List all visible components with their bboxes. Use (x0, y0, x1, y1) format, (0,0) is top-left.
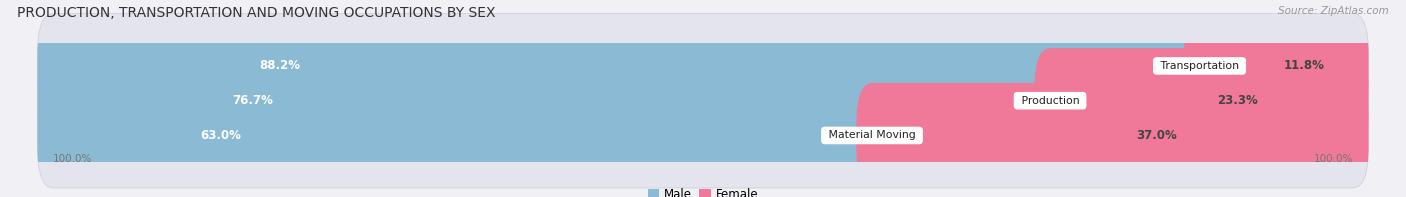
Text: PRODUCTION, TRANSPORTATION AND MOVING OCCUPATIONS BY SEX: PRODUCTION, TRANSPORTATION AND MOVING OC… (17, 6, 495, 20)
FancyBboxPatch shape (38, 13, 1368, 118)
Text: 88.2%: 88.2% (260, 59, 301, 72)
FancyBboxPatch shape (38, 48, 1066, 153)
Text: Material Moving: Material Moving (825, 130, 920, 140)
Text: 23.3%: 23.3% (1216, 94, 1257, 107)
FancyBboxPatch shape (856, 83, 1368, 188)
FancyBboxPatch shape (38, 48, 1368, 153)
FancyBboxPatch shape (38, 83, 887, 188)
Text: 100.0%: 100.0% (1313, 154, 1353, 164)
Legend: Male, Female: Male, Female (643, 183, 763, 197)
Text: 37.0%: 37.0% (1136, 129, 1177, 142)
Text: Source: ZipAtlas.com: Source: ZipAtlas.com (1278, 6, 1389, 16)
Text: 76.7%: 76.7% (232, 94, 273, 107)
Text: 63.0%: 63.0% (201, 129, 242, 142)
Text: Production: Production (1018, 96, 1083, 106)
FancyBboxPatch shape (1035, 48, 1368, 153)
Text: 100.0%: 100.0% (53, 154, 93, 164)
FancyBboxPatch shape (38, 83, 1368, 188)
Text: 11.8%: 11.8% (1284, 59, 1324, 72)
Text: Transportation: Transportation (1157, 61, 1243, 71)
FancyBboxPatch shape (1184, 13, 1368, 118)
FancyBboxPatch shape (38, 13, 1215, 118)
